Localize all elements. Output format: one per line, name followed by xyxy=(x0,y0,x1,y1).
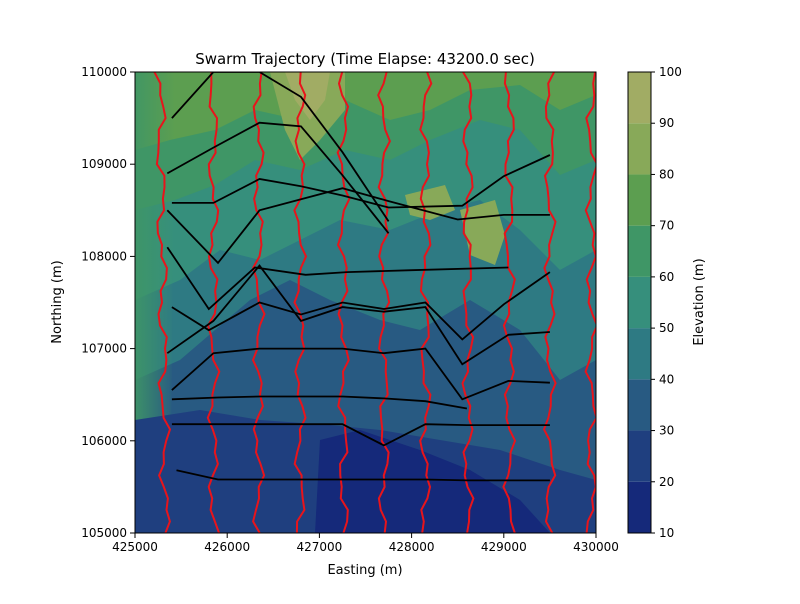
y-tick-label: 109000 xyxy=(81,157,127,171)
agent-trajectory xyxy=(461,72,475,533)
y-tick-label: 108000 xyxy=(81,249,127,263)
y-axis-label: Northing (m) xyxy=(50,260,65,343)
x-tick-label: 428000 xyxy=(389,540,435,554)
swarm-front xyxy=(171,395,468,410)
colorbar-band xyxy=(628,481,651,533)
x-tick-label: 429000 xyxy=(481,540,527,554)
swarm-front xyxy=(176,469,550,482)
colorbar-band xyxy=(628,72,651,124)
x-tick-label: 427000 xyxy=(296,540,342,554)
colorbar-tick-label: 50 xyxy=(659,321,674,335)
colorbar-tick-label: 90 xyxy=(659,116,674,130)
x-tick-label: 425000 xyxy=(112,540,158,554)
colorbar-band xyxy=(628,430,651,482)
agent-trajectory xyxy=(419,72,433,533)
agent-trajectory xyxy=(293,72,308,533)
terrain-peak-center xyxy=(405,185,455,220)
colorbar-label: Elevation (m) xyxy=(692,258,707,345)
colorbar-band xyxy=(628,276,651,329)
swarm-fronts xyxy=(166,72,551,482)
colorbar-frame xyxy=(627,71,652,534)
x-axis-label: Easting (m) xyxy=(327,563,402,578)
swarm-front xyxy=(171,347,550,401)
terrain-peak-north-top xyxy=(285,72,330,120)
colorbar-tick-label: 20 xyxy=(659,475,674,489)
swarm-front xyxy=(166,246,509,311)
swarm-front xyxy=(171,423,550,447)
x-tick-label: 430000 xyxy=(573,540,619,554)
agent-trajectory xyxy=(542,72,557,533)
swarm-front xyxy=(166,264,550,366)
colorbar-tick-label: 60 xyxy=(659,270,674,284)
agent-trajectory xyxy=(153,72,172,533)
x-tick-label: 426000 xyxy=(204,540,250,554)
swarm-front xyxy=(171,72,390,222)
colorbar-band xyxy=(628,379,651,431)
terrain-valley-deepest xyxy=(315,430,550,533)
colorbar-tick-label: 30 xyxy=(659,424,674,438)
colorbar: 10 20 30 40 50 60 70 80 90 100 xyxy=(627,65,682,540)
x-axis: 425000 426000 427000 428000 429000 430000 xyxy=(112,533,619,554)
swarm-front xyxy=(171,271,551,341)
colorbar-tick-label: 70 xyxy=(659,219,674,233)
y-tick-label: 106000 xyxy=(81,434,127,448)
terrain-region-upper xyxy=(135,72,596,150)
y-tick-label: 105000 xyxy=(81,526,127,540)
colorbar-tick-label: 10 xyxy=(659,526,674,540)
swarm-front xyxy=(166,121,390,234)
plot-area xyxy=(135,72,596,533)
colorbar-tick-label: 100 xyxy=(659,65,682,79)
colorbar-band xyxy=(628,123,651,175)
swarm-front xyxy=(171,154,551,209)
agent-trajectory xyxy=(584,72,596,533)
agent-trajectory xyxy=(377,72,391,533)
y-axis: 105000 106000 107000 108000 109000 110000 xyxy=(81,65,135,540)
chart-title: Swarm Trajectory (Time Elapse: 43200.0 s… xyxy=(195,50,535,68)
colorbar-tick-label: 40 xyxy=(659,372,674,386)
y-tick-label: 107000 xyxy=(81,342,127,356)
colorbar-band xyxy=(628,225,651,277)
colorbar-tick-label: 80 xyxy=(659,167,674,181)
colorbar-band xyxy=(628,328,651,380)
colorbar-band xyxy=(628,174,651,226)
plot-frame xyxy=(134,71,597,534)
swarm-front xyxy=(166,187,550,265)
y-tick-label: 110000 xyxy=(81,65,127,79)
agent-trajectory xyxy=(502,72,517,533)
